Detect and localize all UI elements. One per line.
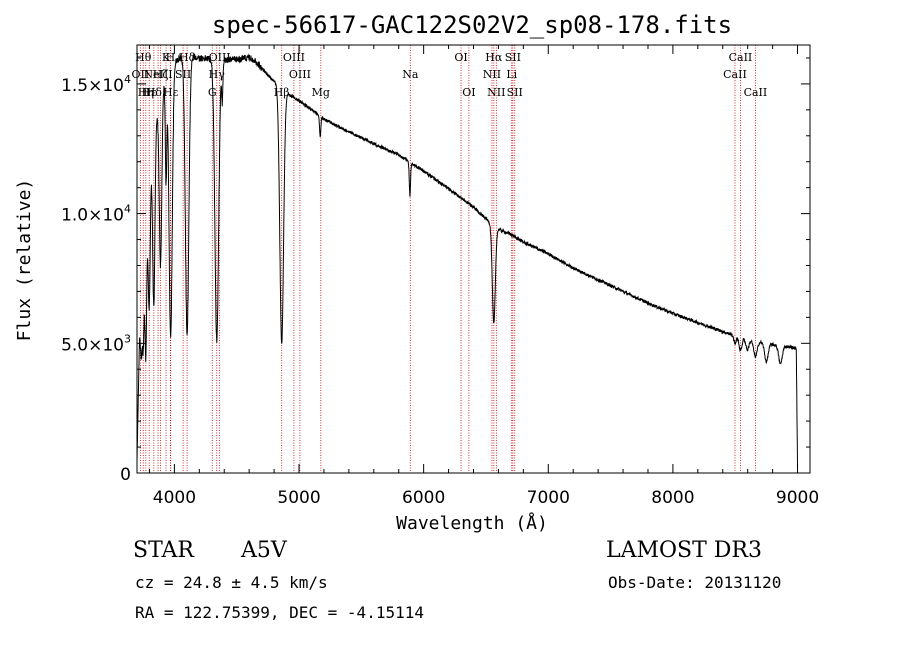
line-marker-label: H [166, 51, 176, 64]
line-marker-label: CaII [744, 86, 768, 99]
y-axis-ticks: 0 5.0×103 1.0×104 1.5×104 [61, 57, 810, 485]
spectral-subclass: A5V [241, 538, 287, 563]
line-marker-label: OI [462, 86, 475, 99]
line-marker-label: K [162, 51, 171, 64]
x-tick-label: 7000 [527, 488, 570, 508]
survey-name: LAMOST DR3 [606, 538, 762, 563]
spectrum-line [136, 53, 798, 468]
line-marker-label: NII [487, 86, 505, 99]
line-marker-label: NeIII [143, 68, 172, 81]
coordinates: RA = 122.75399, DEC = -4.15114 [135, 603, 424, 622]
line-markers [139, 45, 756, 473]
line-marker-labels: OIIHθHηHεHδNeIIIHζKHHεSIIHδGHγOIIIHβOIII… [132, 51, 768, 99]
line-marker-label: OI [454, 51, 467, 64]
plot-frame [136, 44, 811, 474]
line-marker-label: OII [132, 68, 150, 81]
line-marker-label: Mg [312, 86, 330, 99]
y-tick-label: 1.0×104 [61, 203, 131, 226]
y-tick-label: 0 [120, 465, 131, 485]
x-axis-label: Wavelength (Å) [396, 512, 548, 534]
chart-title: spec-56617-GAC122S02V2_sp08-178.fits [212, 11, 732, 39]
line-marker-label: Hβ [274, 86, 290, 99]
x-tick-label: 5000 [277, 488, 320, 508]
line-marker-label: CaII [729, 51, 753, 64]
line-marker-label: Hε [163, 86, 179, 99]
line-marker-label: Hζ [153, 68, 169, 81]
line-marker-label: CaII [723, 68, 747, 81]
line-marker-label: Li [506, 68, 517, 81]
line-marker-label: Na [402, 68, 419, 81]
line-marker-label: G [208, 86, 217, 99]
line-marker-label: OIII [289, 68, 311, 81]
line-marker-label: Hδ [146, 86, 163, 99]
observation-date: Obs-Date: 20131120 [608, 573, 782, 592]
y-axis-label: Flux (relative) [14, 179, 35, 342]
redshift-cz: cz = 24.8 ± 4.5 km/s [135, 573, 328, 592]
line-marker-label: SII [505, 51, 521, 64]
line-marker-label: Hη [138, 86, 154, 99]
y-tick-label: 1.5×104 [61, 73, 131, 96]
line-marker-label: Hε [142, 86, 158, 99]
spectral-class: STAR [133, 538, 194, 563]
line-marker-label: SII [507, 86, 523, 99]
x-axis-ticks: 4000 5000 6000 7000 8000 9000 [148, 45, 819, 508]
x-tick-label: 9000 [776, 488, 819, 508]
x-tick-label: 4000 [153, 488, 196, 508]
line-marker-label: Hδ [179, 51, 196, 64]
line-marker-label: OIII [283, 51, 305, 64]
x-tick-label: 8000 [651, 488, 694, 508]
x-tick-label: 6000 [402, 488, 445, 508]
y-tick-label: 5.0×103 [61, 332, 131, 355]
line-marker-label: Hθ [135, 51, 152, 64]
line-marker-label: NII [483, 68, 501, 81]
line-marker-label: Hα [485, 51, 503, 64]
